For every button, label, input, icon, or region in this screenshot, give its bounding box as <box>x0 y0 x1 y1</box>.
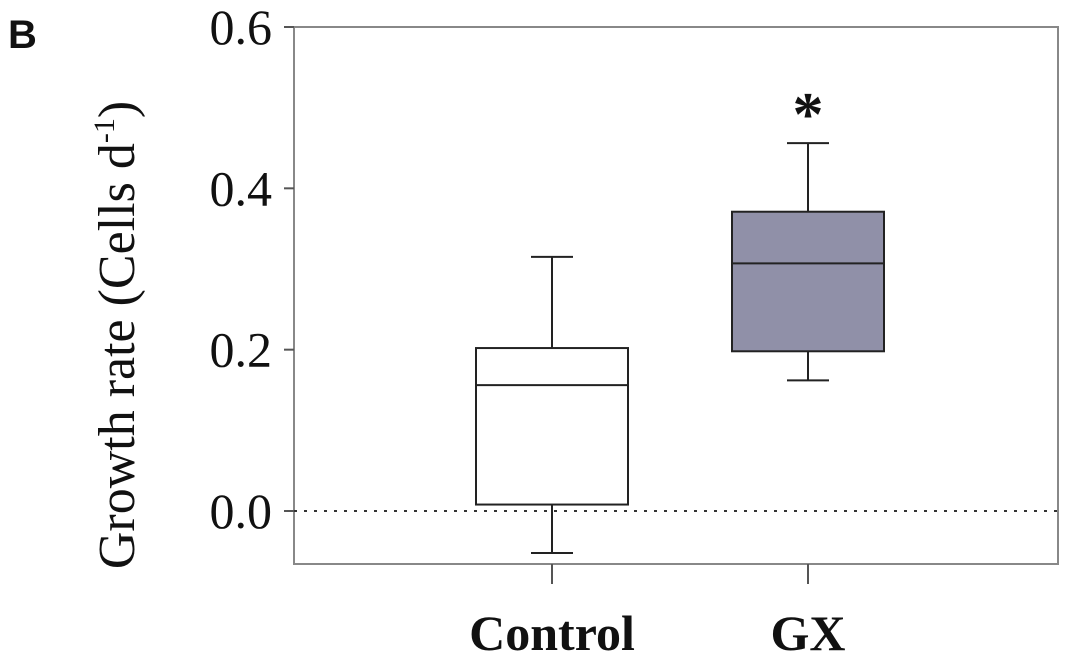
boxes: * <box>475 81 885 554</box>
significance-marker: * <box>793 81 824 149</box>
x-axis: Control GX <box>469 564 846 661</box>
y-axis: 0.0 0.2 0.4 0.6 <box>210 0 294 539</box>
y-axis-label: Growth rate (Cells d-1) <box>88 101 146 569</box>
y-axis-label-main: Growth rate (Cells d <box>89 143 146 569</box>
y-tick-label: 0.0 <box>210 483 273 539</box>
x-tick-label: GX <box>771 605 846 661</box>
y-tick-label: 0.2 <box>210 322 273 378</box>
box-iqr <box>475 347 629 506</box>
y-tick-label: 0.6 <box>210 0 273 55</box>
panel-label: B <box>8 13 37 57</box>
x-tick-label: Control <box>469 605 635 661</box>
y-axis-label-superscript: -1 <box>88 118 121 143</box>
plot-frame <box>293 26 1059 565</box>
box-control <box>475 255 629 554</box>
box-iqr <box>731 210 885 353</box>
y-tick-label: 0.4 <box>210 160 273 216</box>
box-gx: * <box>731 81 885 382</box>
y-axis-label-close: ) <box>89 101 146 118</box>
